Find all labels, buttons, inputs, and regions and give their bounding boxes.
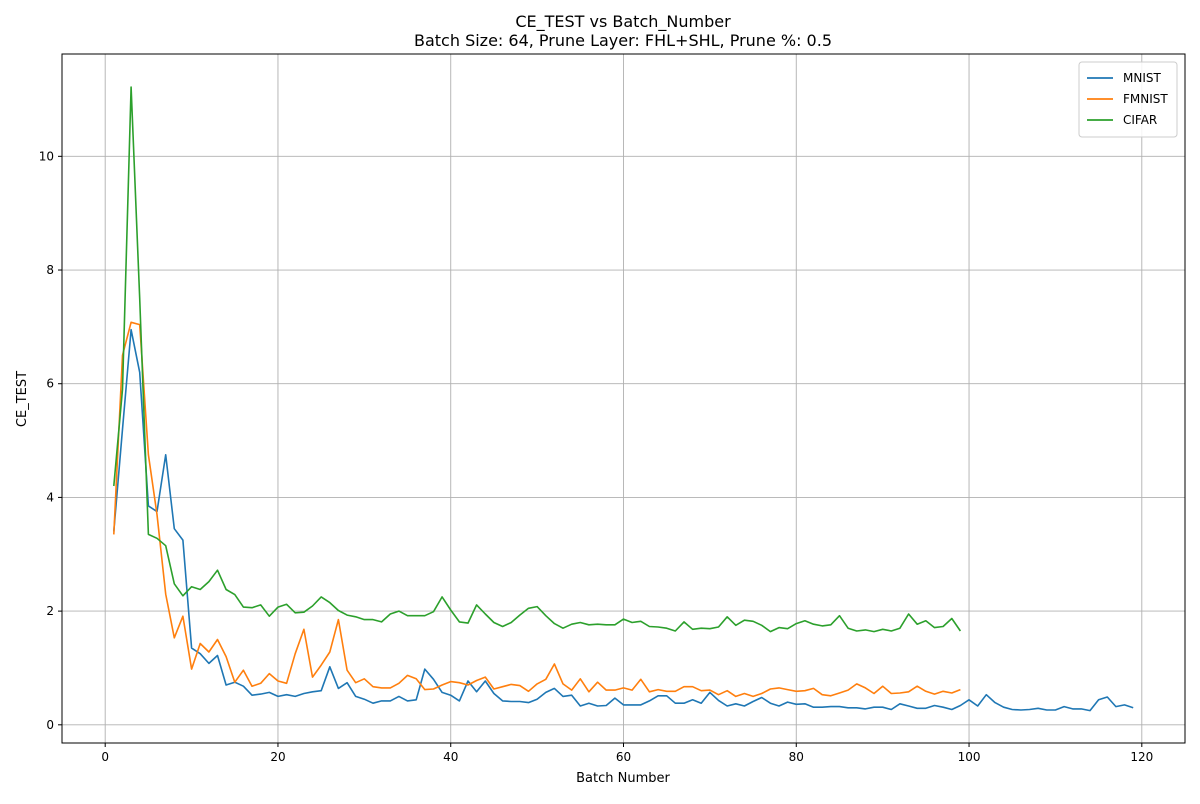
chart-title: CE_TEST vs Batch_Number (515, 12, 731, 32)
y-tick-label: 4 (46, 490, 54, 504)
series-line-mnist (113, 328, 1134, 712)
chart-subtitle: Batch Size: 64, Prune Layer: FHL+SHL, Pr… (414, 31, 832, 50)
legend: MNIST FMNIST CIFAR (1078, 61, 1178, 138)
axis-layer: 0 20 40 60 80 100 120 0 2 4 6 8 10 (39, 149, 1154, 764)
legend-label-fmnist: FMNIST (1123, 92, 1168, 106)
series-line-cifar (113, 86, 962, 633)
x-tick-label: 20 (270, 750, 285, 764)
legend-label-mnist: MNIST (1123, 71, 1161, 85)
x-tick-label: 40 (443, 750, 458, 764)
x-tick-label: 0 (101, 750, 109, 764)
x-tick-label: 120 (1130, 750, 1153, 764)
grid-layer (62, 54, 1185, 743)
x-axis-label: Batch Number (576, 771, 670, 786)
y-tick-label: 8 (46, 263, 54, 277)
series-line-fmnist (113, 321, 961, 698)
y-tick-label: 2 (46, 604, 54, 618)
legend-box (1078, 61, 1178, 138)
x-tick-label: 100 (958, 750, 981, 764)
y-axis-label: CE_TEST (15, 371, 30, 427)
y-tick-label: 6 (46, 377, 54, 391)
legend-label-cifar: CIFAR (1123, 113, 1157, 127)
y-tick-label: 0 (46, 718, 54, 732)
series-layer (113, 86, 1134, 712)
y-tick-label: 10 (39, 149, 54, 163)
x-tick-label: 60 (616, 750, 631, 764)
x-tick-label: 80 (789, 750, 804, 764)
